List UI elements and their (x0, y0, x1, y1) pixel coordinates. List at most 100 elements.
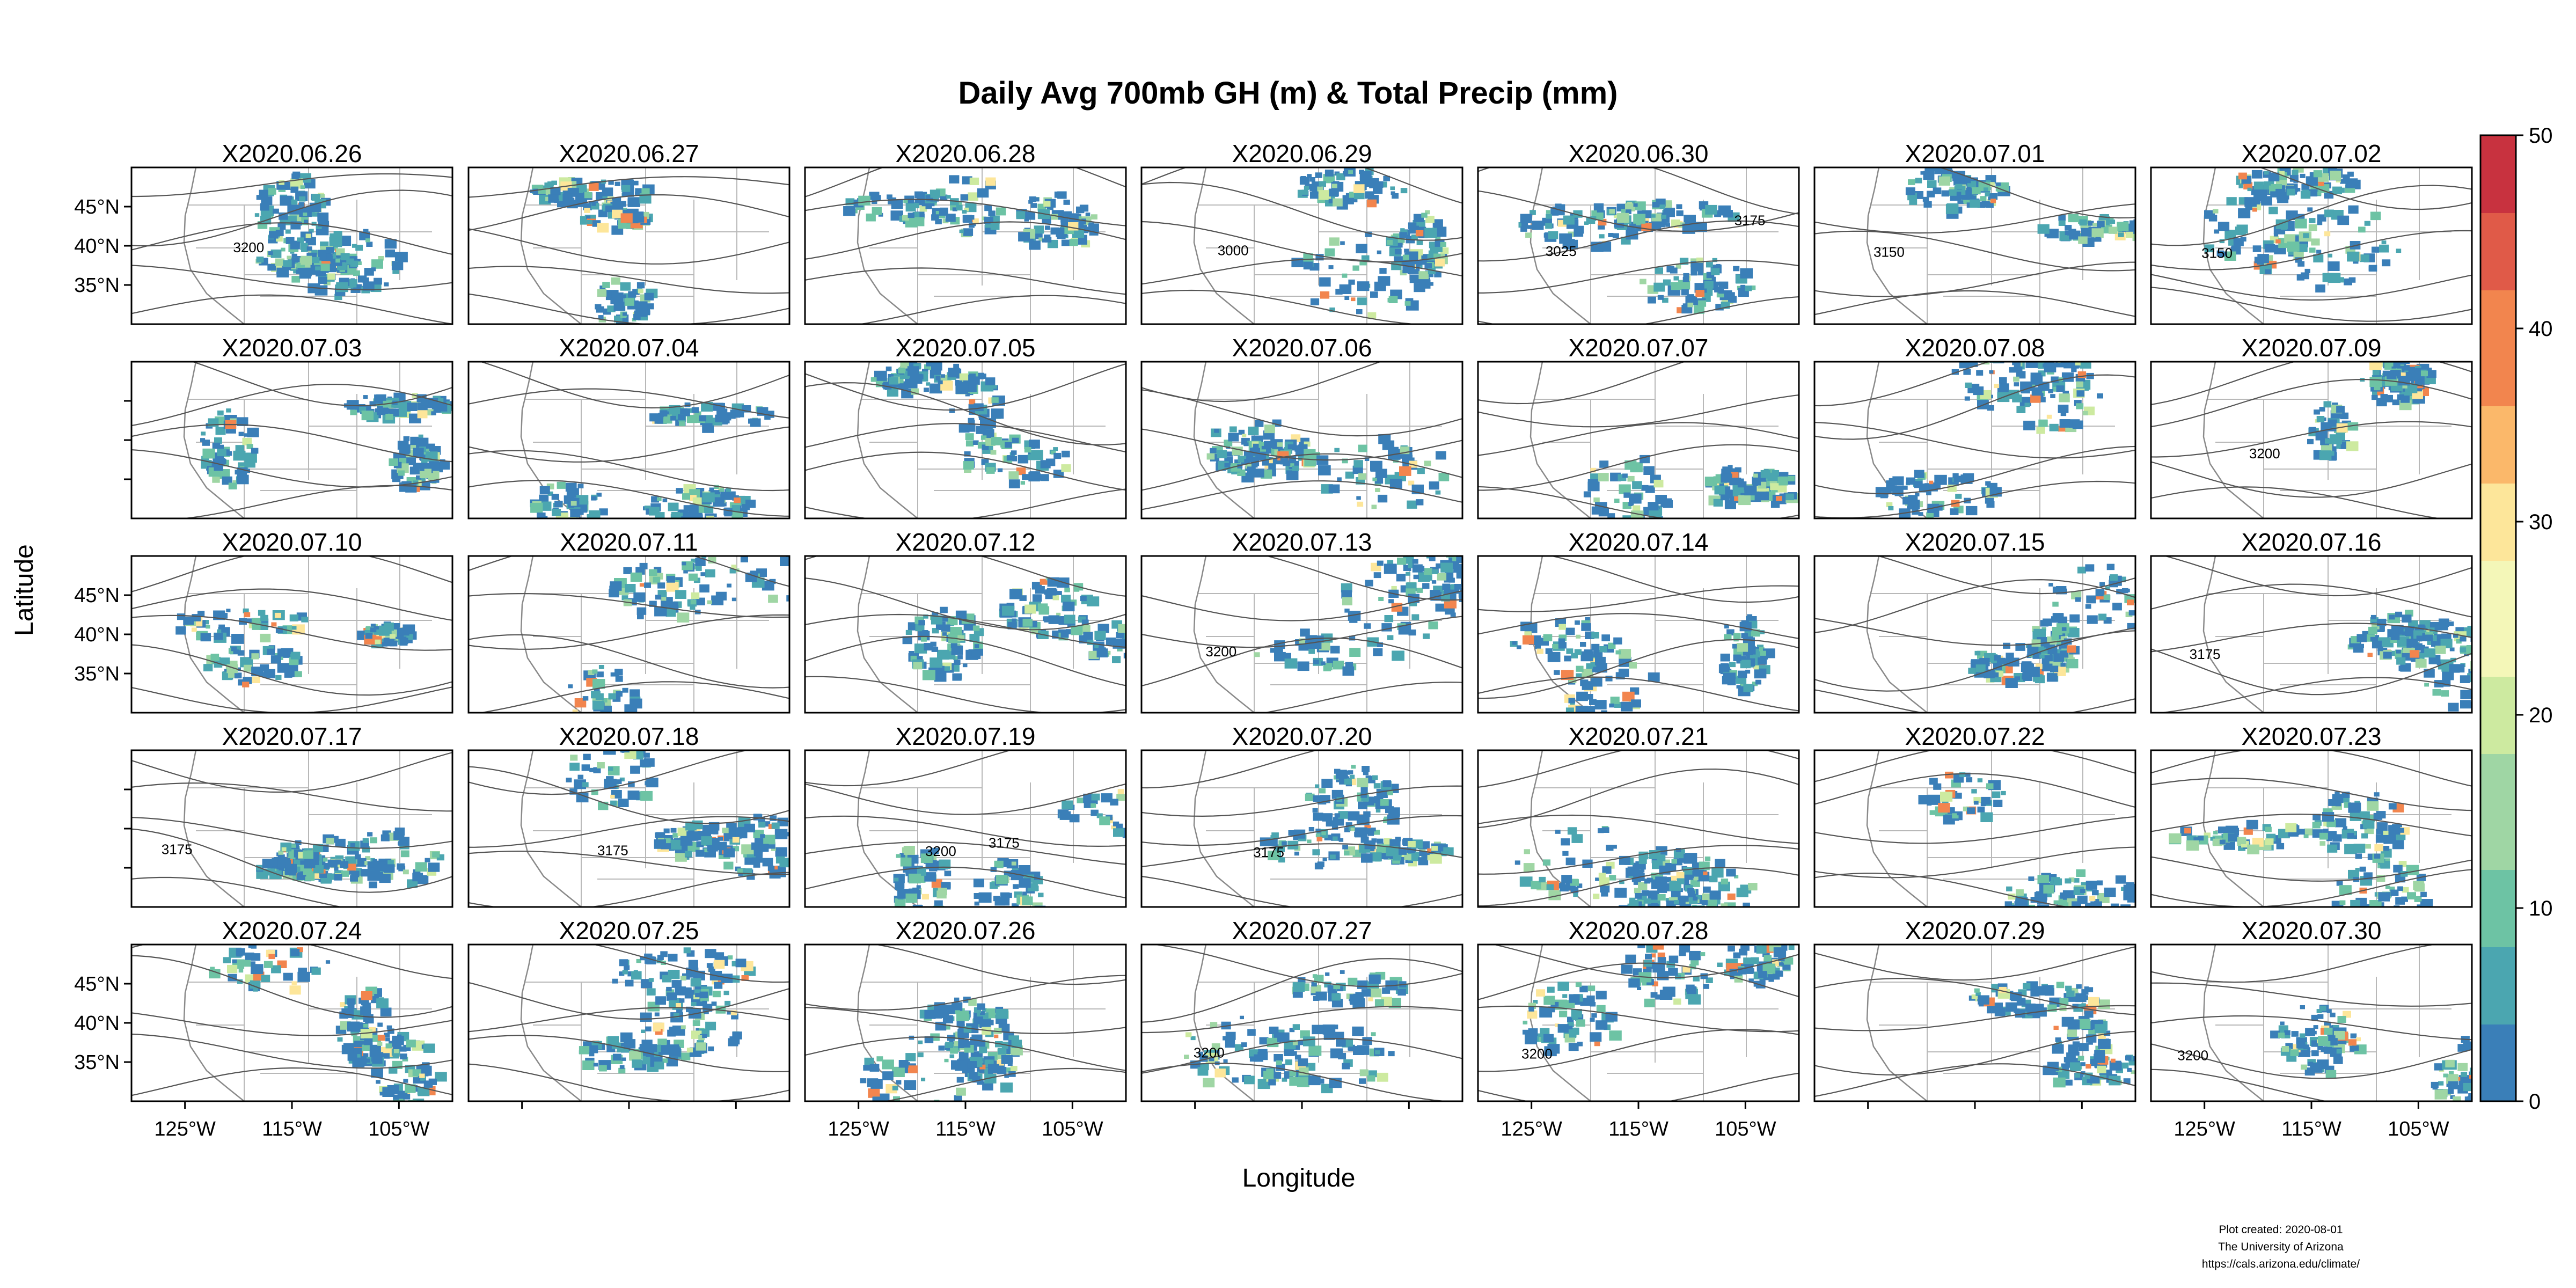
precip-cell (668, 502, 679, 511)
precip-cell (1431, 544, 1438, 550)
precip-cell (1408, 630, 1416, 636)
gh-contour (131, 644, 452, 696)
precip-cell (1713, 499, 1723, 507)
precip-cell (1629, 493, 1642, 504)
precip-cell (1064, 588, 1070, 592)
precip-cell (2379, 244, 2389, 253)
precip-cell (1678, 280, 1690, 290)
precip-cell (969, 420, 975, 425)
precip-cell (1309, 177, 1315, 182)
precip-cell (1731, 472, 1739, 478)
precip-cell (763, 835, 775, 845)
precip-cell (2391, 366, 2396, 370)
precip-cell (2316, 416, 2325, 422)
precip-cell (843, 206, 855, 216)
precip-cell (582, 782, 589, 787)
precip-cell (1587, 706, 1596, 713)
precip-cell (1057, 591, 1062, 595)
precip-cell (200, 438, 206, 442)
gh-contour (805, 815, 1126, 847)
precip-cell (214, 633, 223, 640)
precip-cell (1364, 623, 1371, 629)
panel-title: X2020.07.19 (896, 722, 1036, 750)
precip-cell (764, 527, 771, 533)
precip-cell (219, 657, 230, 666)
precip-cell (291, 173, 299, 180)
precip-cell (621, 185, 631, 192)
gh-contour (1814, 689, 2135, 713)
precip-cell (2308, 427, 2316, 433)
precip-cell (623, 567, 632, 574)
precip-cell (2336, 178, 2341, 182)
precip-cell (945, 214, 956, 222)
precip-cell (1585, 617, 1590, 621)
precip-cell (420, 399, 429, 406)
precip-cell (1576, 634, 1581, 639)
precip-cell (1906, 477, 1915, 485)
precip-cell (1465, 575, 1474, 582)
precip-cell (612, 209, 623, 218)
precip-cell (1088, 650, 1099, 659)
precip-cell (678, 414, 686, 420)
precip-cell (428, 862, 440, 872)
precip-cell (1424, 460, 1431, 466)
precip-cell (1673, 276, 1679, 281)
precip-cell (684, 511, 694, 518)
precip-cell (737, 868, 744, 874)
precip-cell (1304, 186, 1309, 190)
precip-cell (2384, 362, 2394, 370)
precip-cell (279, 212, 288, 220)
precip-cell (336, 253, 342, 258)
precip-cell (959, 229, 964, 233)
gh-contour (1814, 290, 2135, 317)
precip-cell (267, 264, 276, 271)
precip-cell (2360, 254, 2370, 262)
gh-contour (1478, 676, 1799, 712)
precip-cell (1362, 766, 1370, 772)
precip-cell (645, 310, 650, 315)
precip-cell (1297, 661, 1309, 671)
precip-cell (977, 188, 989, 198)
precip-cell (374, 277, 382, 285)
precip-cell (566, 778, 572, 782)
precip-cell (1622, 515, 1633, 518)
gh-contour (469, 592, 789, 618)
gh-contour (478, 681, 789, 713)
precip-cell (1386, 240, 1393, 245)
precip-cell (2060, 650, 2069, 658)
precip-cell (1333, 181, 1340, 186)
precip-cell (1429, 481, 1439, 490)
precip-cell (2372, 370, 2380, 376)
precip-cell (620, 750, 630, 753)
precip-cell (713, 402, 723, 411)
precip-cell (587, 220, 592, 224)
precip-cell (1113, 828, 1124, 837)
precip-cell (696, 566, 702, 571)
precip-cell (1459, 592, 1462, 602)
precip-cell (273, 208, 279, 214)
precip-cell (214, 437, 222, 444)
precip-cell (2316, 192, 2322, 196)
precip-cell (1938, 176, 1950, 186)
precip-cell (366, 241, 373, 247)
precip-cell (1406, 572, 1411, 576)
precip-cell (1416, 499, 1424, 506)
coastline (1193, 556, 1255, 713)
precip-cell (2247, 187, 2252, 192)
precip-cell (2027, 667, 2040, 677)
precip-cell (297, 237, 304, 244)
map-panel: X2020.06.27 (467, 140, 791, 325)
precip-cell (421, 458, 428, 463)
precip-cell (1752, 479, 1761, 486)
precip-cell (723, 848, 735, 858)
precip-cell (278, 850, 284, 855)
precip-cell (1269, 466, 1275, 471)
precip-cell (1909, 199, 1918, 205)
precip-cell (217, 410, 224, 416)
precip-cell (1415, 230, 1424, 237)
precip-cell (2475, 631, 2480, 635)
precip-cell (313, 260, 321, 267)
